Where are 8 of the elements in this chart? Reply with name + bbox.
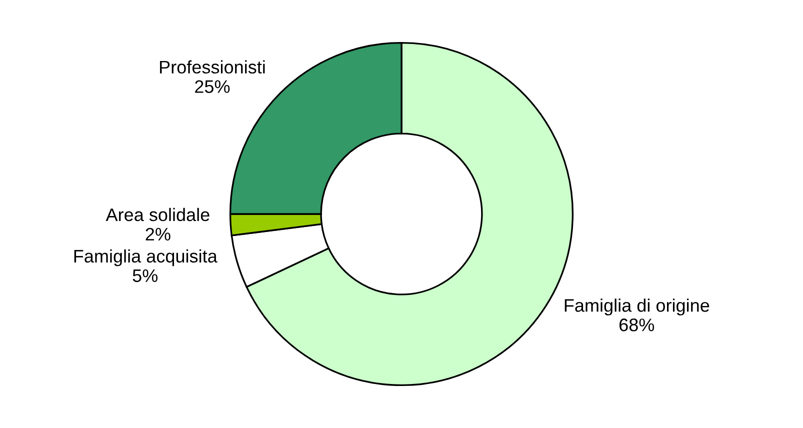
slice-label: Area solidale	[106, 208, 210, 222]
slice-label: Famiglia acquisita	[74, 249, 218, 266]
data-label: 5%	[132, 269, 158, 282]
slice-label: Famiglia di origine	[564, 298, 710, 316]
data-label: 68%	[619, 318, 654, 332]
data-label: 25%	[195, 80, 230, 93]
data-label: 2%	[146, 228, 170, 241]
slice-label: Professionisti	[160, 60, 265, 74]
